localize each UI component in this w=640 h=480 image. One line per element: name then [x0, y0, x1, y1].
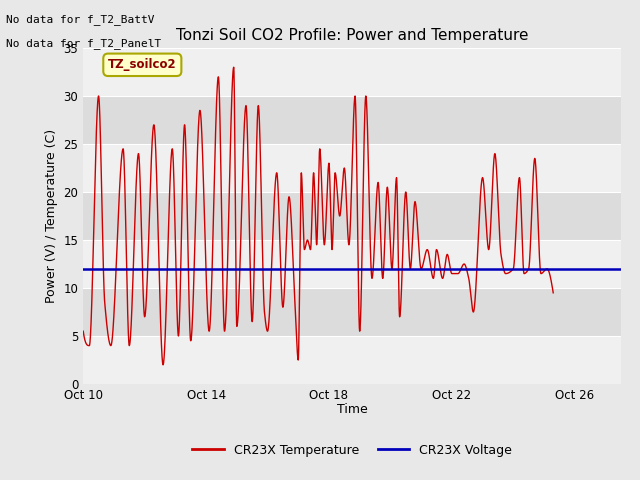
X-axis label: Time: Time: [337, 403, 367, 416]
Bar: [83, 96, 621, 144]
Title: Tonzi Soil CO2 Profile: Power and Temperature: Tonzi Soil CO2 Profile: Power and Temper…: [176, 28, 528, 43]
Text: No data for f_T2_PanelT: No data for f_T2_PanelT: [6, 38, 162, 49]
Bar: [83, 240, 621, 288]
Bar: [83, 288, 621, 336]
Bar: [83, 48, 621, 96]
Bar: [83, 192, 621, 240]
Bar: [83, 144, 621, 192]
Bar: [83, 336, 621, 384]
Text: No data for f_T2_BattV: No data for f_T2_BattV: [6, 14, 155, 25]
Y-axis label: Power (V) / Temperature (C): Power (V) / Temperature (C): [45, 129, 58, 303]
Legend: CR23X Temperature, CR23X Voltage: CR23X Temperature, CR23X Voltage: [188, 439, 516, 462]
Text: TZ_soilco2: TZ_soilco2: [108, 58, 177, 72]
